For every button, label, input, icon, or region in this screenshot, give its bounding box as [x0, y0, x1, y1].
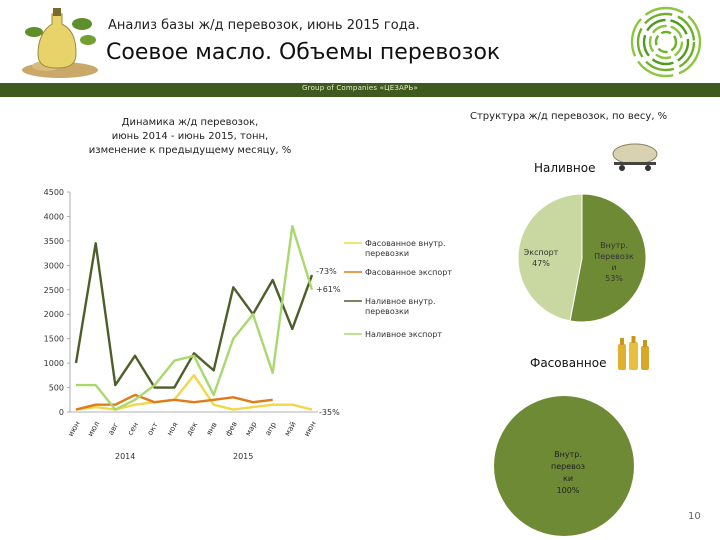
liquid-pie-label: Наливное	[534, 161, 596, 175]
pie-slice	[494, 396, 634, 536]
series-line	[74, 242, 314, 389]
header-band	[0, 83, 720, 97]
x-tick-label: июн	[66, 419, 82, 438]
page-title: Соевое масло. Объемы перевозок	[106, 40, 501, 65]
y-tick-label: 500	[49, 384, 64, 393]
line-chart-title-line: июнь 2014 - июнь 2015, тонн,	[111, 131, 269, 142]
pie-section-title: Структура ж/д перевозок, по весу, %	[470, 111, 668, 122]
pie-slice-label: 53%	[605, 274, 623, 283]
x-year-label: 2015	[233, 452, 253, 461]
company-logo	[630, 6, 702, 78]
pie-slice-label: Внутр.	[600, 241, 628, 250]
bottles-icon	[618, 336, 649, 370]
data-change-label: -35%	[319, 408, 340, 417]
soybean-oil-bottle-image	[22, 8, 98, 78]
x-tick-label: июл	[86, 419, 102, 438]
pie-slice	[517, 193, 583, 322]
y-tick-label: 2000	[44, 310, 64, 319]
x-tick-label: авг	[106, 421, 120, 437]
pie-slice-label: Перевозк	[594, 252, 634, 261]
data-change-label: +61%	[316, 285, 341, 294]
y-tick-label: 1500	[44, 335, 64, 344]
page-number: 10	[688, 511, 701, 522]
x-year-label: 2014	[115, 452, 135, 461]
pie-slice-label: Внутр.	[554, 450, 582, 459]
pie-slice	[569, 193, 647, 323]
x-tick-label: мар	[243, 420, 258, 438]
page-subtitle: Анализ базы ж/д перевозок, июнь 2015 год…	[108, 18, 420, 33]
series-line	[75, 393, 273, 411]
series-line	[76, 224, 314, 411]
y-tick-label: 1000	[44, 359, 64, 368]
pie-slice-label: перевоз	[551, 462, 585, 471]
legend-label: Фасованное экспорт	[365, 268, 452, 277]
y-tick-label: 3500	[44, 237, 64, 246]
y-tick-label: 2500	[44, 286, 64, 295]
legend-label: перевозки	[365, 307, 409, 316]
y-tick-label: 4000	[44, 212, 64, 221]
x-tick-label: сен	[126, 421, 141, 437]
pie-slice-label: и	[611, 263, 616, 272]
x-tick-label: июн	[302, 419, 318, 438]
line-chart-title-line: Динамика ж/д перевозок,	[121, 117, 259, 128]
line-chart-title-line: изменение к предыдущему месяцу, %	[88, 145, 292, 156]
legend-label: Фасованное внутр.	[365, 239, 445, 248]
legend-label: Наливное внутр.	[365, 297, 436, 306]
tank-wagon-icon	[612, 143, 658, 171]
line-chart-title: Динамика ж/д перевозок, июнь 2014 - июнь…	[60, 116, 320, 158]
y-tick-label: 3000	[44, 261, 64, 270]
x-tick-label: май	[282, 420, 297, 438]
legend-label: перевозки	[365, 249, 409, 258]
x-tick-label: дек	[184, 420, 199, 437]
x-tick-label: апр	[263, 420, 278, 437]
pie-slice-label: ки	[563, 474, 573, 483]
y-tick-label: 0	[59, 408, 64, 417]
x-tick-label: фев	[223, 420, 239, 438]
x-tick-label: янв	[204, 421, 219, 437]
x-tick-label: окт	[145, 420, 160, 437]
pie-slice-label: Экспорт	[524, 248, 559, 257]
pie-slice-label: 47%	[532, 259, 550, 268]
y-tick-label: 4500	[44, 188, 64, 197]
company-name-band-text: Group of Companies «ЦЕЗАРЬ»	[302, 84, 418, 92]
x-tick-label: ноя	[165, 420, 180, 437]
packed-pie-label: Фасованное	[530, 356, 607, 370]
legend-label: Наливное экспорт	[365, 330, 442, 339]
data-change-label: -73%	[316, 267, 337, 276]
pie-slice-label: 100%	[557, 486, 580, 495]
